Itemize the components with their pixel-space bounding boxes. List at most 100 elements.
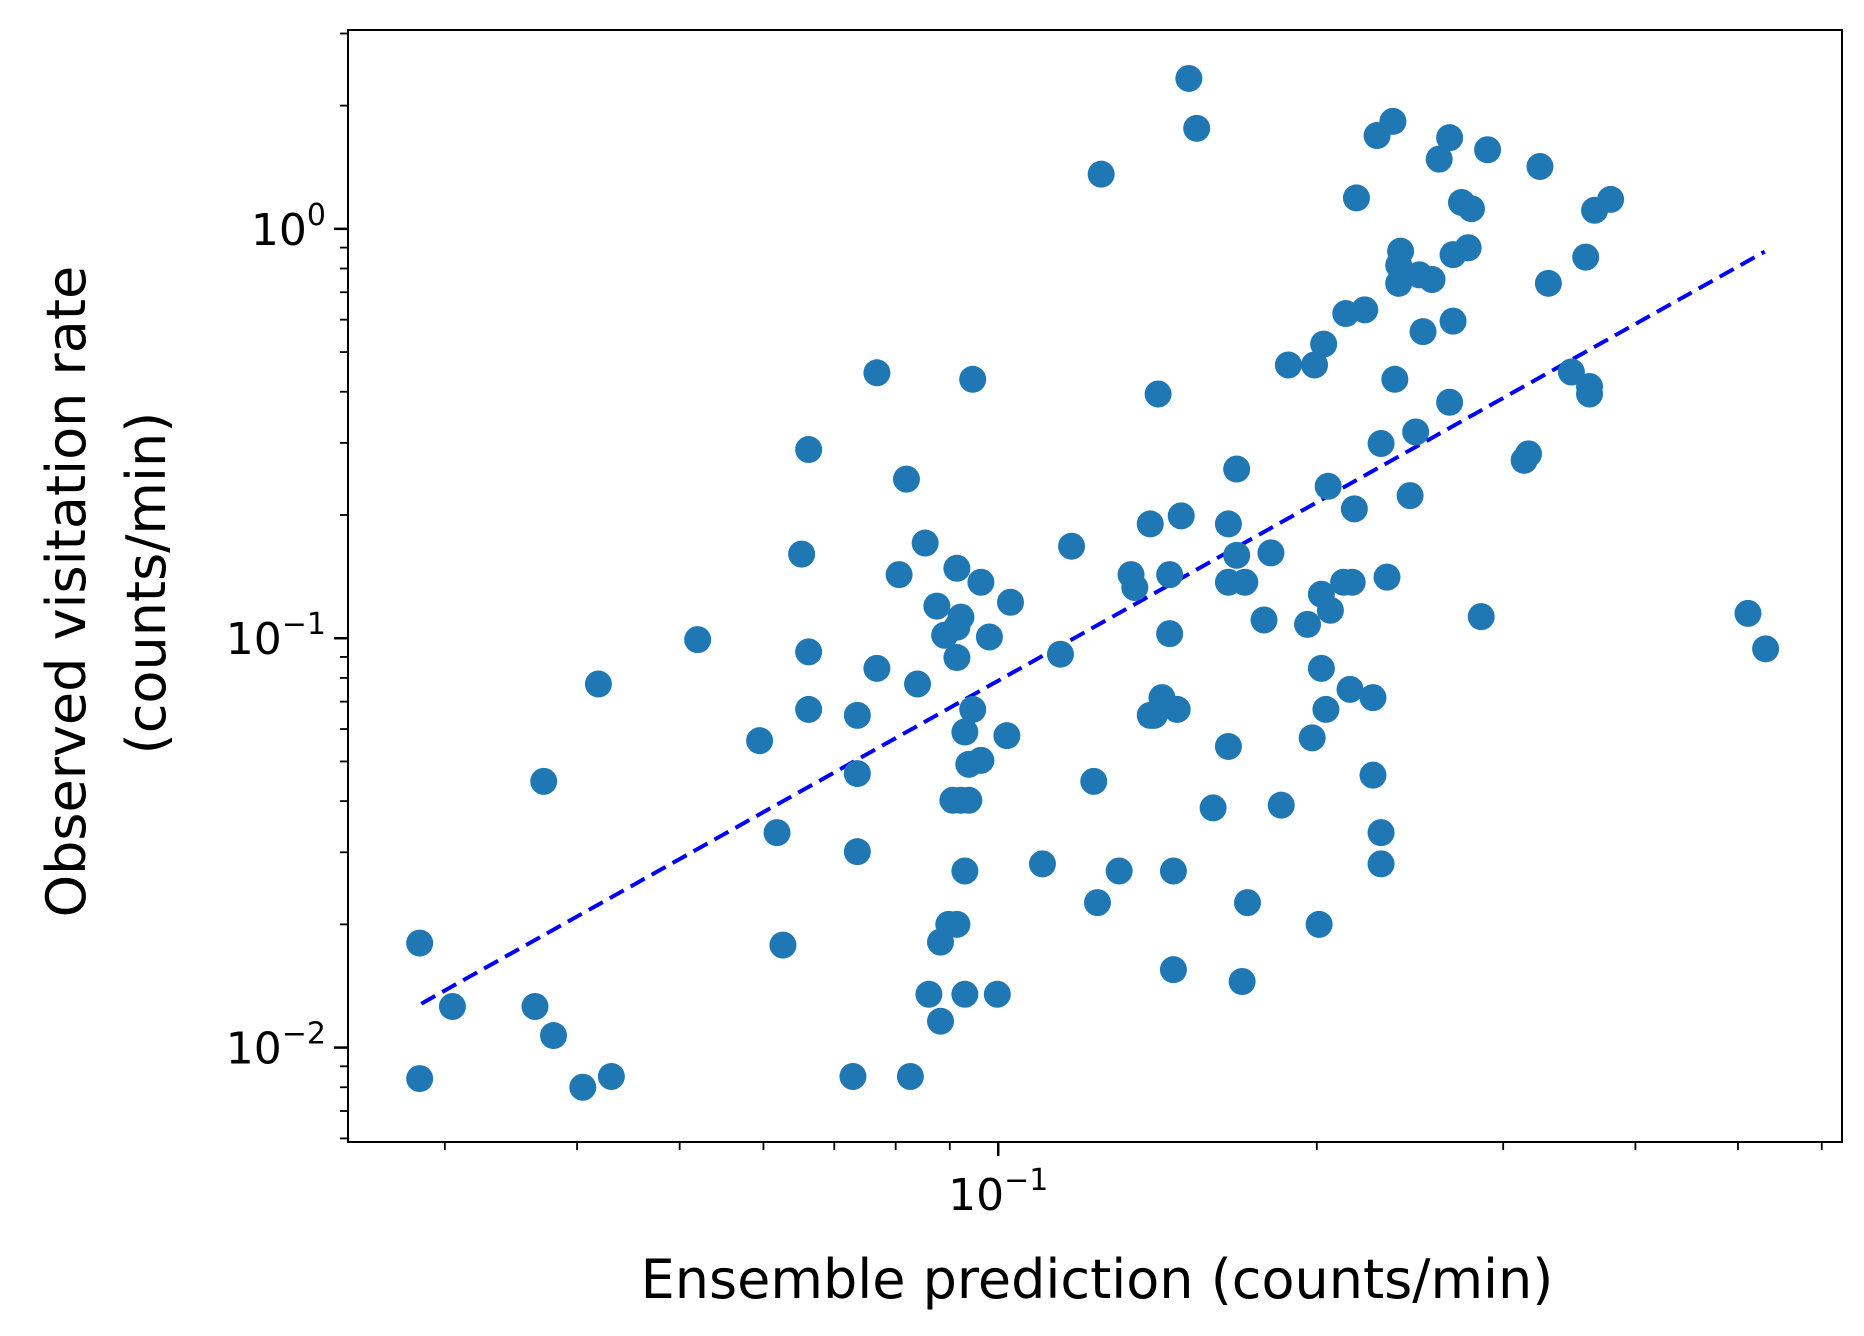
data-point xyxy=(1080,767,1108,795)
data-point xyxy=(795,695,823,723)
data-point xyxy=(951,718,979,746)
data-point xyxy=(843,838,871,866)
data-point xyxy=(955,786,983,814)
data-point xyxy=(1359,684,1387,712)
data-point xyxy=(530,767,558,795)
data-point xyxy=(843,760,871,788)
data-point xyxy=(1312,695,1340,723)
y-tick-label: 10−2 xyxy=(226,1017,326,1075)
data-point xyxy=(1454,234,1482,262)
data-point xyxy=(1359,761,1387,789)
data-point xyxy=(923,592,951,620)
data-point xyxy=(927,1007,955,1035)
data-point xyxy=(1351,296,1379,324)
data-point xyxy=(584,670,612,698)
data-point xyxy=(540,1022,568,1050)
data-point xyxy=(1474,136,1502,164)
data-point xyxy=(975,623,1003,651)
data-point xyxy=(1159,857,1187,885)
data-point xyxy=(1250,606,1278,634)
data-point xyxy=(795,436,823,464)
data-point xyxy=(1467,603,1495,631)
data-point xyxy=(1231,568,1259,596)
data-point xyxy=(769,931,797,959)
data-point xyxy=(1402,418,1430,446)
data-points xyxy=(406,64,1780,1101)
data-point xyxy=(1396,482,1424,510)
data-point xyxy=(1436,124,1464,152)
data-point xyxy=(1340,495,1368,523)
data-point xyxy=(1314,472,1342,500)
axes xyxy=(334,29,1843,1156)
y-axis-label: Observed visitation rate (counts/min) xyxy=(35,249,178,918)
data-point xyxy=(885,561,913,589)
data-point xyxy=(1515,440,1543,468)
data-point xyxy=(1342,184,1370,212)
data-point xyxy=(1373,563,1401,591)
data-point xyxy=(1298,724,1326,752)
data-point xyxy=(892,465,920,493)
data-point xyxy=(1379,107,1407,135)
data-point xyxy=(1199,794,1227,822)
data-point xyxy=(1046,640,1074,668)
y-axis-label-line-1: Observed visitation rate xyxy=(35,266,98,918)
data-point xyxy=(896,1062,924,1090)
data-point xyxy=(943,554,971,582)
data-point xyxy=(438,993,466,1021)
y-tick-label: 10−1 xyxy=(226,607,326,665)
data-point xyxy=(967,568,995,596)
data-point xyxy=(1163,695,1191,723)
data-point xyxy=(1087,160,1115,188)
data-point xyxy=(1223,541,1251,569)
data-point xyxy=(1367,819,1395,847)
data-point xyxy=(1083,889,1111,917)
data-point xyxy=(1105,857,1133,885)
data-point xyxy=(863,654,891,682)
data-point xyxy=(1058,532,1086,560)
data-point xyxy=(1294,610,1322,638)
data-point xyxy=(1257,539,1285,567)
tick-labels: 10−2 10−1 100 10−1 xyxy=(226,198,1049,1221)
data-point xyxy=(1167,502,1195,530)
data-point xyxy=(1310,330,1338,358)
data-point xyxy=(947,603,975,631)
data-point xyxy=(1214,510,1242,538)
data-point xyxy=(967,746,995,774)
data-point xyxy=(996,588,1024,616)
data-point xyxy=(959,695,987,723)
data-point xyxy=(1316,596,1344,624)
x-axis-label: Ensemble prediction (counts/min) xyxy=(641,1248,1554,1311)
data-point xyxy=(746,727,774,755)
data-point xyxy=(788,540,816,568)
data-point xyxy=(863,359,891,387)
data-point xyxy=(521,993,549,1021)
data-point xyxy=(1367,850,1395,878)
data-point xyxy=(569,1073,597,1101)
data-point xyxy=(904,670,932,698)
data-point xyxy=(1557,358,1585,386)
data-point xyxy=(1338,568,1366,596)
data-point xyxy=(1228,968,1256,996)
data-point xyxy=(993,722,1021,750)
data-point xyxy=(1175,64,1203,92)
data-point xyxy=(1336,675,1364,703)
data-point xyxy=(406,1065,434,1093)
data-point xyxy=(1597,185,1625,213)
data-point xyxy=(1233,889,1261,917)
data-point xyxy=(1387,237,1415,265)
data-point xyxy=(1439,307,1467,335)
data-point xyxy=(1183,114,1211,142)
data-point xyxy=(951,980,979,1008)
data-point xyxy=(1752,635,1780,663)
data-point xyxy=(943,644,971,672)
fit-line xyxy=(420,249,1766,1006)
data-point xyxy=(1156,620,1184,648)
data-point xyxy=(1274,351,1302,379)
data-point xyxy=(1576,380,1604,408)
data-point xyxy=(915,980,943,1008)
data-point xyxy=(983,980,1011,1008)
data-point xyxy=(1144,380,1172,408)
data-point xyxy=(843,701,871,729)
